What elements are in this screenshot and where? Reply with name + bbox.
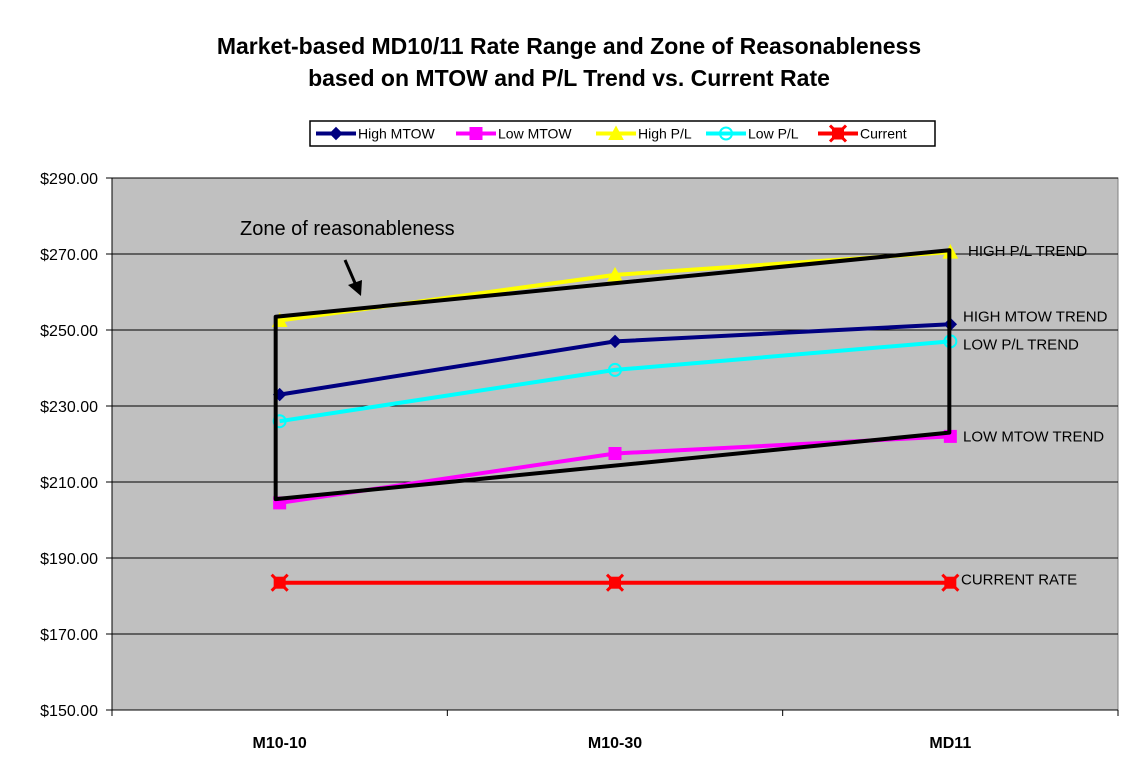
y-tick-label: $290.00 xyxy=(40,171,98,188)
chart-title-line-1: Market-based MD10/11 Rate Range and Zone… xyxy=(217,33,921,59)
legend: High MTOW Low MTOW High P/L Low P/L Current xyxy=(309,120,936,147)
legend-label: Low MTOW xyxy=(498,126,572,142)
y-tick-label: $250.00 xyxy=(40,323,98,340)
legend-marker xyxy=(719,126,733,141)
zone-arrow xyxy=(343,259,357,284)
annotation-label: LOW P/L TREND xyxy=(963,336,1079,353)
legend-marker xyxy=(828,124,848,143)
x-tick-label: M10-30 xyxy=(588,735,642,752)
axes: $150.00 $170.00 $190.00 $210.00 $230.00 $250.… xyxy=(40,171,1119,752)
zone-arrow-head xyxy=(348,280,362,296)
y-tick-label: $190.00 xyxy=(40,551,98,568)
annotations: HIGH P/L TREND HIGH MTOW TREND LOW P/L TRE… xyxy=(961,243,1108,589)
data-point-current xyxy=(270,573,289,592)
data-point-current xyxy=(605,573,625,592)
data-point-high-p-l xyxy=(607,266,623,282)
annotation-label: CURRENT RATE xyxy=(961,572,1077,589)
y-tick-label: $270.00 xyxy=(40,247,98,264)
x-tick-label: MD11 xyxy=(929,735,971,752)
legend-marker xyxy=(608,125,624,140)
data-point-low-p-l xyxy=(608,362,622,377)
legend-label: High P/L xyxy=(638,126,692,142)
chart-title-line-2: based on MTOW and P/L Trend vs. Current … xyxy=(308,65,830,91)
data-point-high-mtow xyxy=(608,334,622,349)
data-point-current xyxy=(941,573,960,592)
zone-outline xyxy=(273,248,952,502)
y-tick-label: $230.00 xyxy=(40,399,98,416)
y-tick-label: $210.00 xyxy=(40,475,98,492)
legend-label: High MTOW xyxy=(358,126,436,142)
x-tick-label: M10-10 xyxy=(253,735,307,752)
y-tick-label: $170.00 xyxy=(40,627,98,644)
legend-label: Current xyxy=(860,126,907,142)
series-line-low-p-l xyxy=(279,339,951,424)
annotation-label: HIGH MTOW TREND xyxy=(963,308,1108,325)
annotation-label: LOW MTOW TREND xyxy=(963,428,1104,445)
annotation-label: HIGH P/L TREND xyxy=(968,243,1087,260)
zone-label: Zone of reasonableness xyxy=(240,218,455,240)
legend-label: Low P/L xyxy=(748,126,799,142)
gridlines xyxy=(112,177,1118,635)
y-tick-label: $150.00 xyxy=(40,703,98,720)
legend-marker xyxy=(329,126,343,141)
data-point-low-mtow xyxy=(608,447,622,460)
legend-marker xyxy=(469,127,483,140)
zone-layer: Zone of reasonableness xyxy=(240,218,952,502)
